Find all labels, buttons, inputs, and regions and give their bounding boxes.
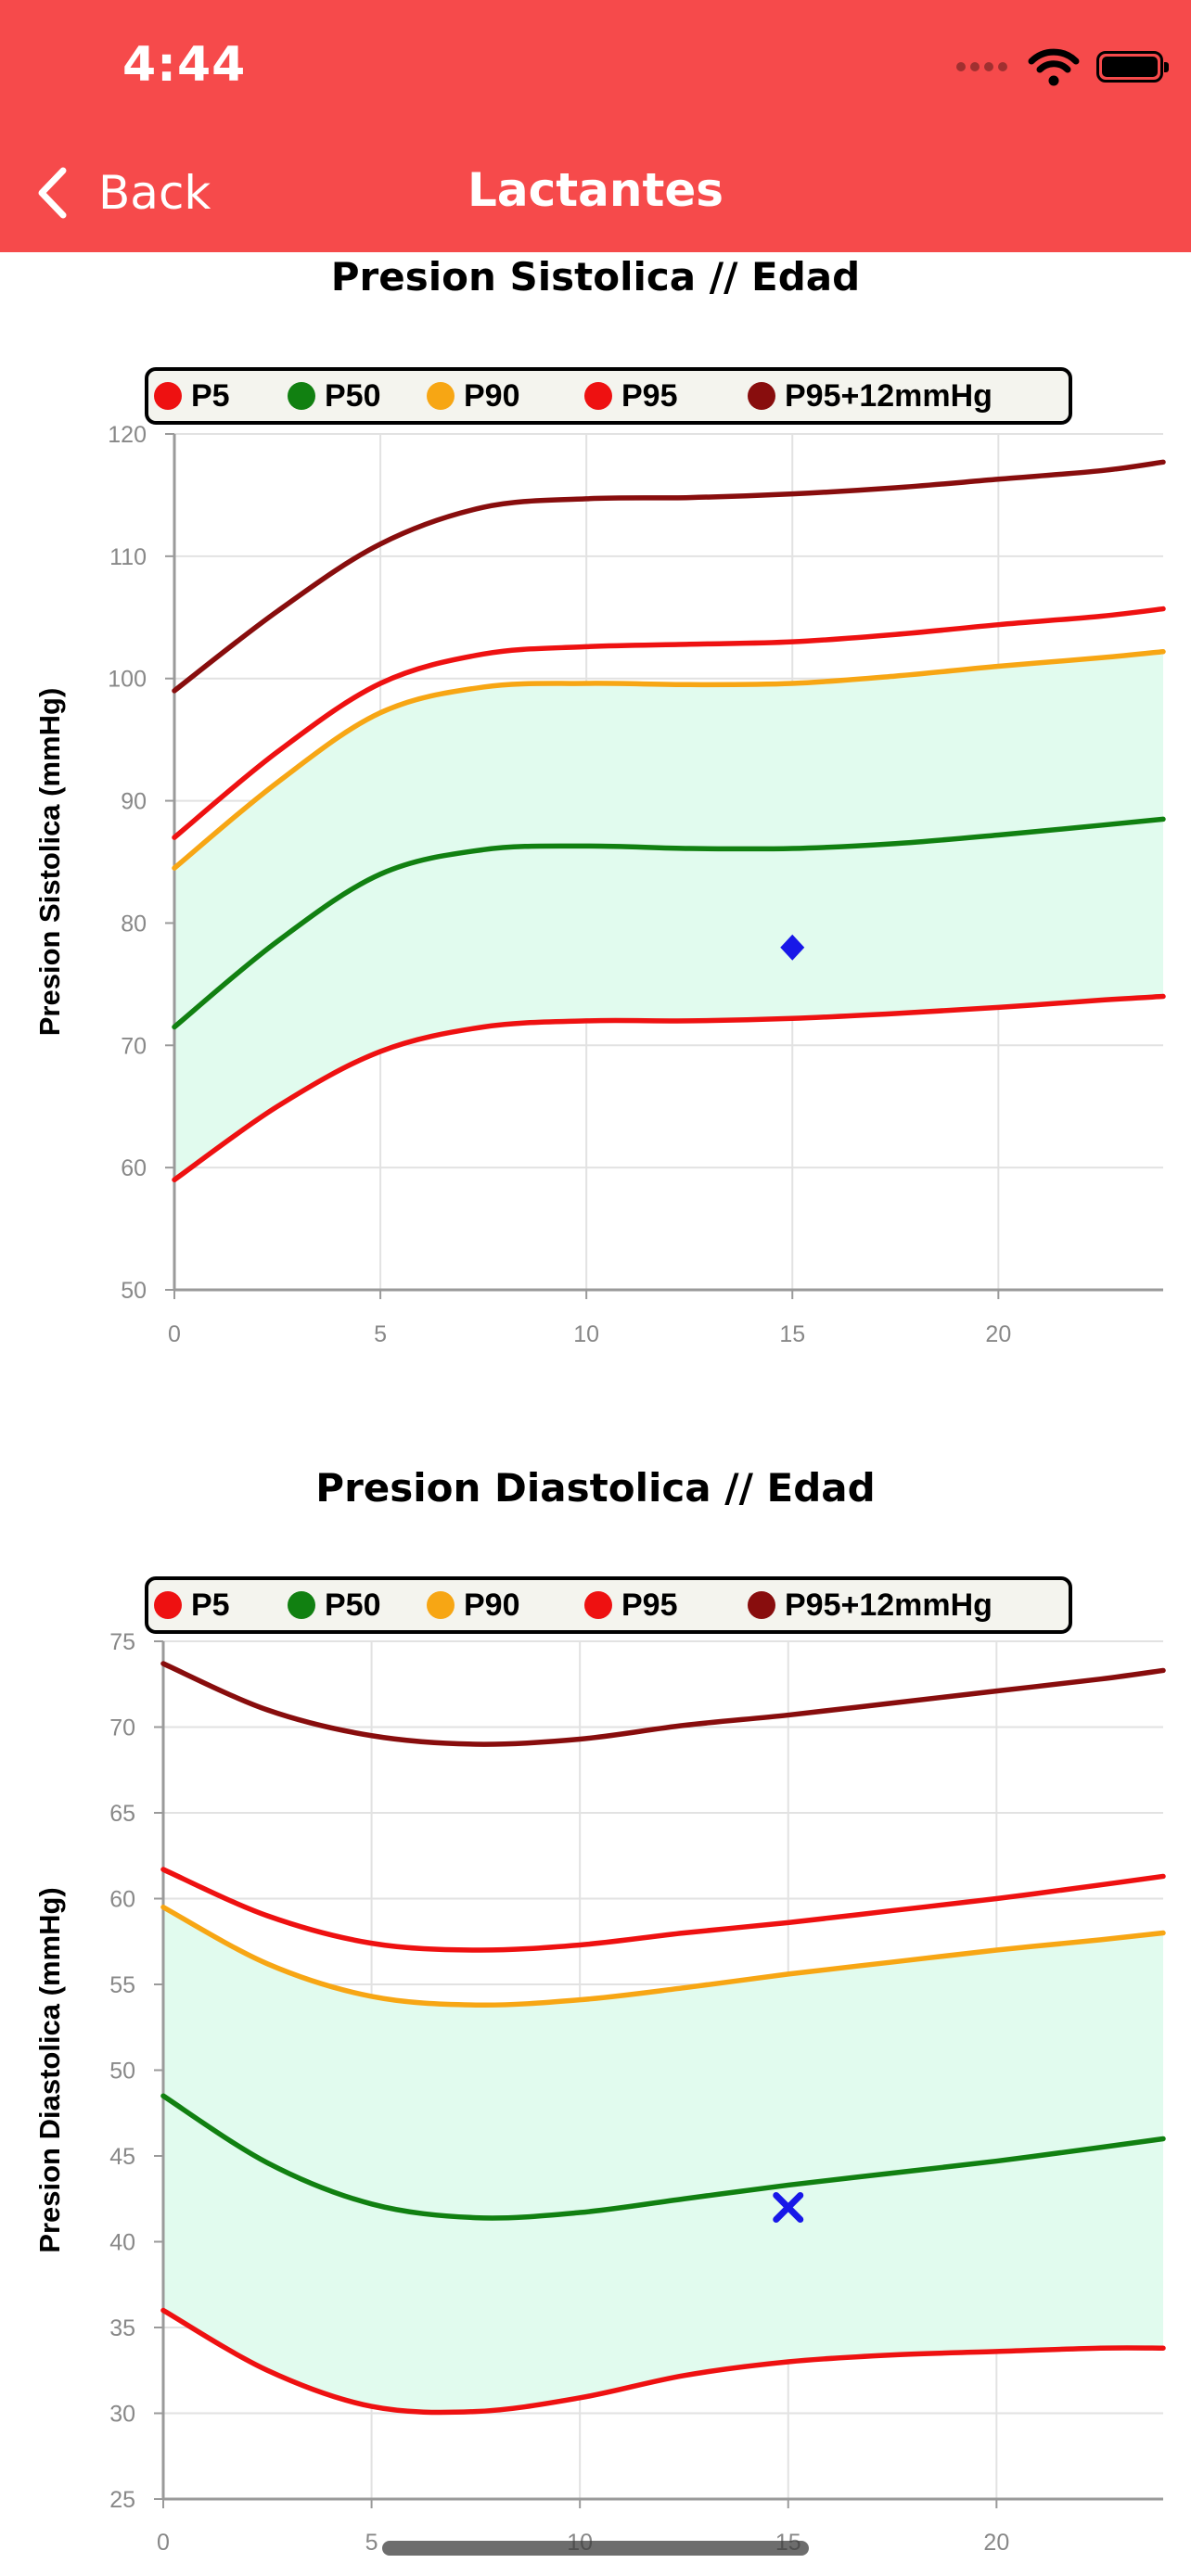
diastolic-chart: 253035404550556065707505101520Presion Di… (33, 1629, 1166, 2556)
y-tick-label: 30 (109, 2402, 135, 2428)
x-tick-label: 0 (168, 1321, 181, 1347)
chart-title-diastolic: Presion Diastolica // Edad (315, 1465, 876, 1511)
y-tick-label: 70 (109, 1715, 135, 1741)
legend-label: P5 (191, 377, 230, 414)
legend-label: P95 (621, 377, 678, 414)
y-tick-label: 60 (109, 1887, 135, 1913)
page-title: Lactantes (467, 163, 724, 217)
legend-item: P95 (584, 1580, 678, 1630)
y-axis-label: Presion Sistolica (mmHg) (33, 688, 66, 1037)
y-tick-label: 70 (121, 1033, 147, 1059)
legend-label: P50 (325, 1587, 381, 1623)
legend-item: P5 (154, 371, 230, 421)
series-line-p95-12mmhg (172, 459, 1166, 694)
data-point-marker (773, 2192, 804, 2223)
y-tick-label: 60 (121, 1155, 147, 1181)
back-button[interactable]: Back (33, 158, 211, 228)
y-tick-label: 35 (109, 2315, 135, 2341)
legend-label: P95+12mmHg (785, 377, 992, 414)
legend-swatch (154, 382, 182, 410)
y-tick-label: 50 (121, 1278, 147, 1304)
x-tick-label: 10 (573, 1321, 599, 1347)
chart-title-systolic: Presion Sistolica // Edad (330, 254, 861, 300)
x-tick-label: 20 (985, 1321, 1011, 1347)
legend-item: P50 (288, 1580, 381, 1630)
y-axis-label: Presion Diastolica (mmHg) (33, 1887, 66, 2252)
y-tick-label: 45 (109, 2144, 135, 2170)
legend-item: P95 (584, 371, 678, 421)
data-point-marker (780, 934, 805, 961)
home-indicator (382, 2541, 809, 2556)
systolic-chart: 50 60 70 80 90 100 110 120 0 5 10 15 20 Presion Sisto… (33, 422, 1166, 1347)
legend-label: P90 (464, 1587, 520, 1623)
y-tick-label: 55 (109, 1972, 135, 1998)
legend-swatch (748, 1591, 775, 1619)
status-icons (956, 41, 1169, 93)
legend-item: P90 (427, 1580, 520, 1630)
normal-range-band (174, 651, 1163, 1180)
y-tick-label: 50 (109, 2059, 135, 2085)
legend-label: P95+12mmHg (785, 1587, 992, 1623)
series-line-p95 (172, 606, 1166, 840)
battery-icon (1096, 51, 1169, 83)
x-tick-label: 0 (157, 2530, 170, 2556)
series-line-p50 (172, 816, 1166, 1030)
x-tick-label: 20 (983, 2530, 1009, 2556)
legend-swatch (748, 382, 775, 410)
chevron-left-icon (38, 167, 67, 219)
legend-swatch (584, 1591, 612, 1619)
legend-item: P90 (427, 371, 520, 421)
normal-range-band (163, 1906, 1163, 2413)
cellular-signal-icon (956, 62, 1007, 71)
legend-swatch (584, 382, 612, 410)
status-time: 4:44 (122, 37, 247, 93)
legend-swatch (154, 1591, 182, 1619)
y-tick-label: 25 (109, 2487, 135, 2513)
y-tick-label: 80 (121, 911, 147, 937)
series-line-p90 (172, 648, 1166, 871)
x-tick-label: 5 (374, 1321, 387, 1347)
series-line-p50 (160, 2093, 1166, 2221)
y-tick-label: 120 (108, 422, 147, 448)
series-line-p95-12mmhg (160, 1661, 1166, 1747)
y-tick-label: 100 (108, 667, 147, 693)
legend-item: P50 (288, 371, 381, 421)
back-label: Back (98, 166, 211, 220)
series-line-p90 (160, 1905, 1166, 2009)
legend-label: P50 (325, 377, 381, 414)
legend-item: P95+12mmHg (748, 371, 992, 421)
y-tick-label: 110 (109, 544, 147, 570)
wifi-icon (1028, 48, 1080, 86)
y-tick-label: 75 (109, 1629, 135, 1655)
legend-label: P90 (464, 377, 520, 414)
legend-swatch (427, 1591, 455, 1619)
series-line-p5 (160, 2307, 1166, 2416)
legend-item: P5 (154, 1580, 230, 1630)
y-tick-label: 65 (109, 1801, 135, 1827)
chart-legend-diastolic: P5 P50 P90 P95 P95+12mmHg (145, 1576, 1072, 1634)
legend-item: P95+12mmHg (748, 1580, 992, 1630)
series-line-p95 (160, 1867, 1166, 1953)
y-tick-label: 40 (109, 2230, 135, 2256)
series-line-p5 (172, 993, 1166, 1183)
legend-label: P5 (191, 1587, 230, 1623)
legend-swatch (427, 382, 455, 410)
legend-swatch (288, 1591, 315, 1619)
legend-label: P95 (621, 1587, 678, 1623)
x-tick-label: 5 (365, 2530, 378, 2556)
y-tick-label: 90 (121, 789, 147, 815)
x-tick-label: 15 (779, 1321, 805, 1347)
navigation-header: 4:44 Back Lactantes (0, 0, 1191, 252)
chart-legend-systolic: P5 P50 P90 P95 P95+12mmHg (145, 367, 1072, 425)
legend-swatch (288, 382, 315, 410)
